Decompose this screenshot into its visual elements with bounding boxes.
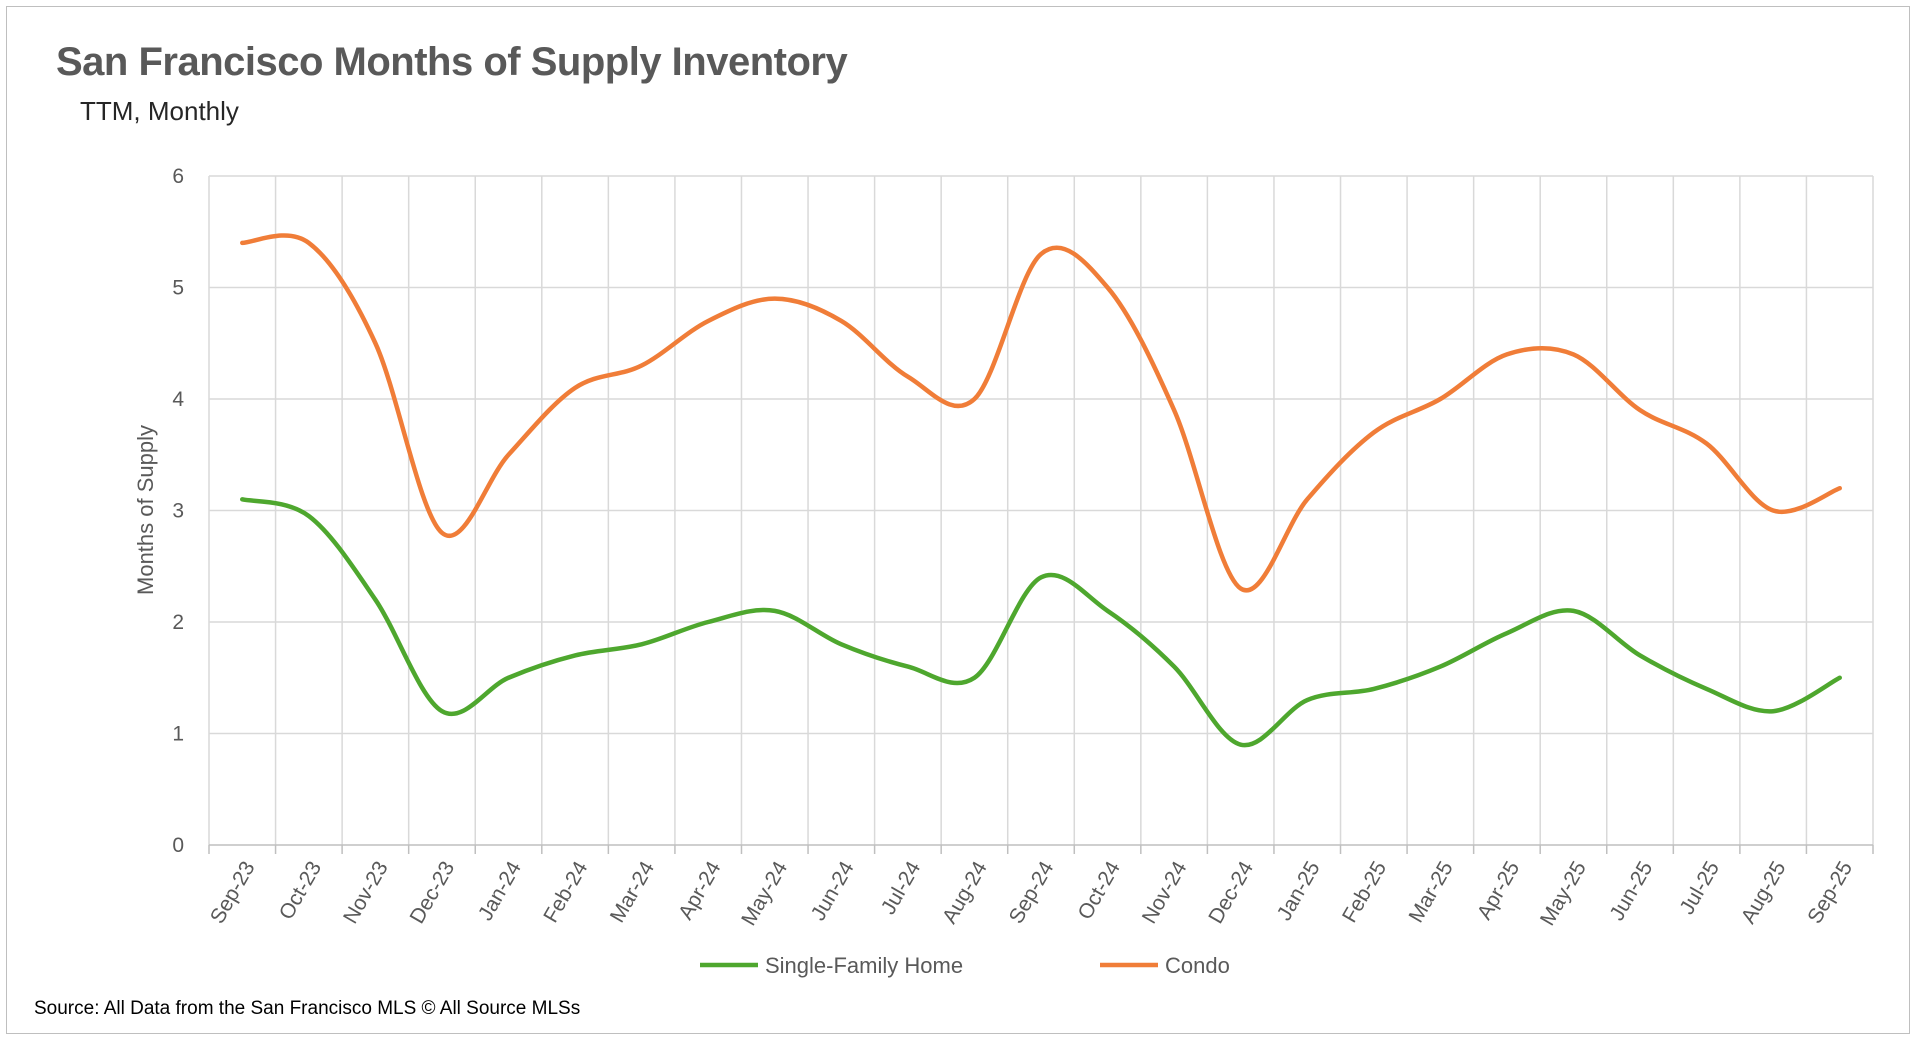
x-tick-label: Nov-24 [1138, 857, 1192, 927]
y-axis-label: Months of Supply [133, 425, 158, 595]
series-single-family-home [240, 497, 1842, 748]
x-tick-label: Jul-25 [1675, 858, 1724, 919]
x-tick-label: Sep-25 [1803, 858, 1857, 928]
chart-title: San Francisco Months of Supply Inventory [56, 40, 848, 84]
y-tick-label: 2 [172, 611, 184, 634]
x-tick-label: Dec-23 [406, 858, 460, 928]
x-tick-label: Sep-24 [1005, 857, 1059, 927]
x-tick-label: Mar-25 [1405, 858, 1458, 927]
y-tick-label: 4 [172, 388, 184, 411]
x-tick-label: Oct-23 [275, 858, 326, 924]
series-line [240, 233, 1842, 593]
x-tick-label: Apr-24 [674, 857, 726, 923]
x-tick-label: Dec-24 [1204, 857, 1258, 927]
x-tick-label: Feb-25 [1338, 858, 1391, 927]
x-tick-label: Jun-25 [1605, 858, 1657, 925]
legend-label: Condo [1165, 953, 1230, 978]
series-line [240, 497, 1842, 748]
series-lines [240, 233, 1842, 748]
x-tick-label: Jan-25 [1273, 858, 1325, 925]
y-tick-label: 1 [172, 723, 184, 746]
x-tick-label: Nov-23 [339, 858, 393, 928]
x-tick-label: Mar-24 [606, 857, 659, 926]
x-tick-label: Sep-23 [206, 858, 260, 928]
x-tick-label: Jan-24 [474, 857, 526, 924]
y-tick-label: 6 [172, 165, 184, 188]
series-condo [240, 233, 1842, 593]
legend-item: Single-Family Home [700, 953, 963, 978]
x-tick-label: Aug-25 [1737, 858, 1791, 928]
x-tick-label: Jul-24 [877, 857, 926, 918]
x-tick-label: Apr-25 [1473, 858, 1524, 924]
x-tick-label: May-24 [737, 857, 792, 929]
legend: Single-Family Home Condo [700, 953, 1230, 978]
x-tick-label: Oct-24 [1074, 857, 1126, 923]
y-tick-label: 0 [172, 834, 184, 857]
chart-subtitle: TTM, Monthly [80, 96, 239, 126]
y-tick-label: 5 [172, 277, 184, 300]
source-note: Source: All Data from the San Francisco … [34, 998, 581, 1019]
gridlines [208, 175, 1874, 845]
x-tick-label: Jun-24 [807, 857, 859, 924]
chart-frame [6, 6, 1910, 1034]
x-tick-label: May-25 [1536, 858, 1591, 930]
legend-label: Single-Family Home [765, 953, 963, 978]
legend-item: Condo [1100, 953, 1230, 978]
y-tick-label: 3 [172, 500, 184, 523]
x-tick-label: Aug-24 [938, 857, 992, 927]
x-tick-label: Feb-24 [539, 857, 592, 926]
